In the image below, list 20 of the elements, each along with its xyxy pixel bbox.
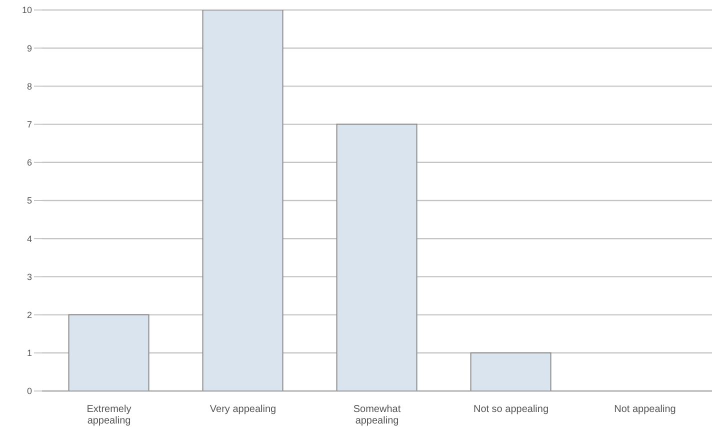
y-tick-label: 10 xyxy=(22,5,32,16)
y-tick-label: 9 xyxy=(26,43,32,54)
bar xyxy=(470,352,552,391)
y-tick-label: 2 xyxy=(26,310,32,320)
y-tick-label: 3 xyxy=(26,272,32,282)
y-tick-label: 0 xyxy=(26,386,32,396)
bar xyxy=(68,314,150,391)
x-tick-label: Very appealing xyxy=(210,404,276,415)
bar xyxy=(336,124,418,391)
y-tick-label: 8 xyxy=(26,81,32,92)
y-tick-label: 4 xyxy=(26,234,32,244)
x-tick-label: Extremely appealing xyxy=(86,404,132,426)
bar xyxy=(202,10,284,391)
x-tick-label: Somewhat appealing xyxy=(353,404,401,426)
x-tick-label: Not so appealing xyxy=(473,404,549,415)
y-tick-label: 6 xyxy=(26,158,32,168)
x-tick-label: Not appealing xyxy=(614,404,676,415)
y-tick-label: 1 xyxy=(26,348,32,358)
y-tick-label: 5 xyxy=(26,196,32,206)
y-tick-label: 7 xyxy=(26,119,32,130)
